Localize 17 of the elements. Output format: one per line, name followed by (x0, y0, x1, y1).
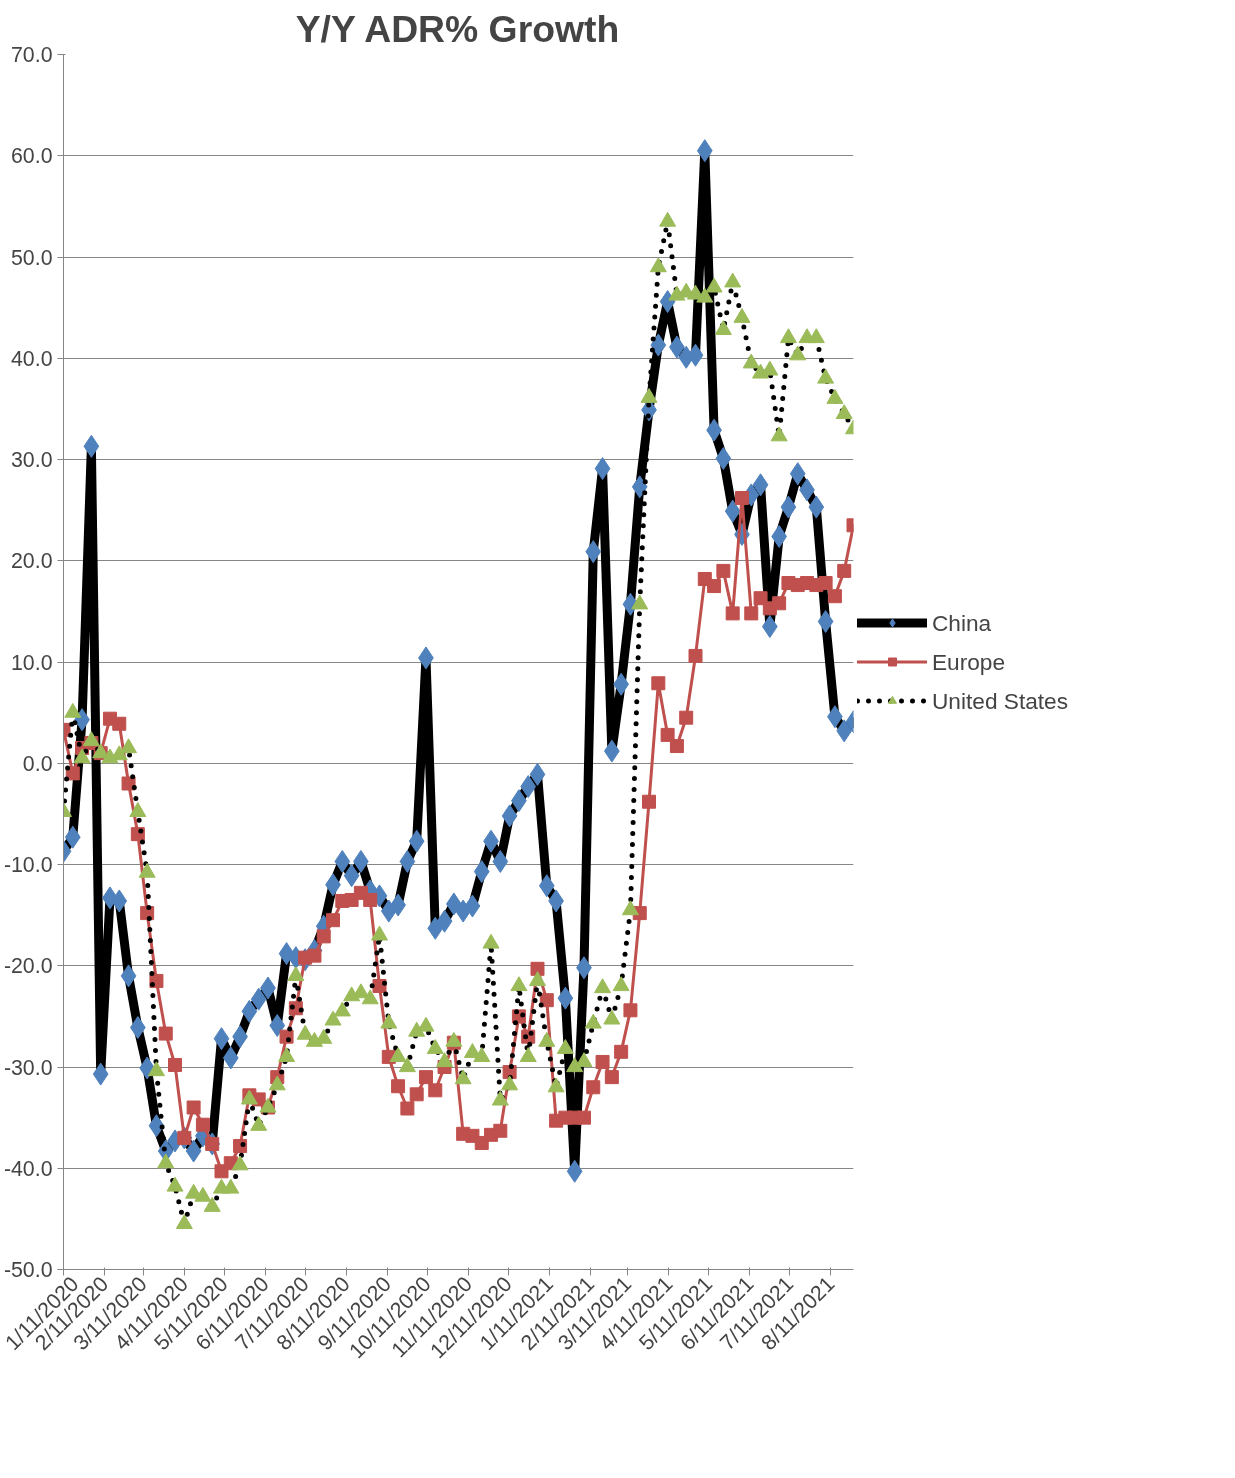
y-tick-label: -50.0 (3, 1258, 53, 1282)
y-tick-label: -10.0 (3, 853, 53, 877)
y-tick-label: -40.0 (3, 1156, 53, 1181)
chart-title: Y/Y ADR% Growth (295, 7, 620, 50)
y-tick-label: 20.0 (10, 549, 53, 574)
legend-label: China (932, 609, 992, 636)
y-tick-label: 30.0 (10, 448, 53, 472)
y-tick-label: 70.0 (10, 43, 53, 67)
y-tick-label: 50.0 (10, 245, 53, 270)
y-tick-label: 60.0 (10, 144, 53, 169)
y-tick-label: -20.0 (3, 954, 53, 979)
legend-label: United States (932, 687, 1069, 714)
legend-label: Europe (932, 648, 1006, 675)
y-tick-label: 40.0 (10, 346, 53, 371)
y-tick-label: -30.0 (3, 1055, 53, 1080)
y-tick-label: 10.0 (10, 650, 53, 675)
y-tick-label: 0.0 (22, 751, 53, 776)
